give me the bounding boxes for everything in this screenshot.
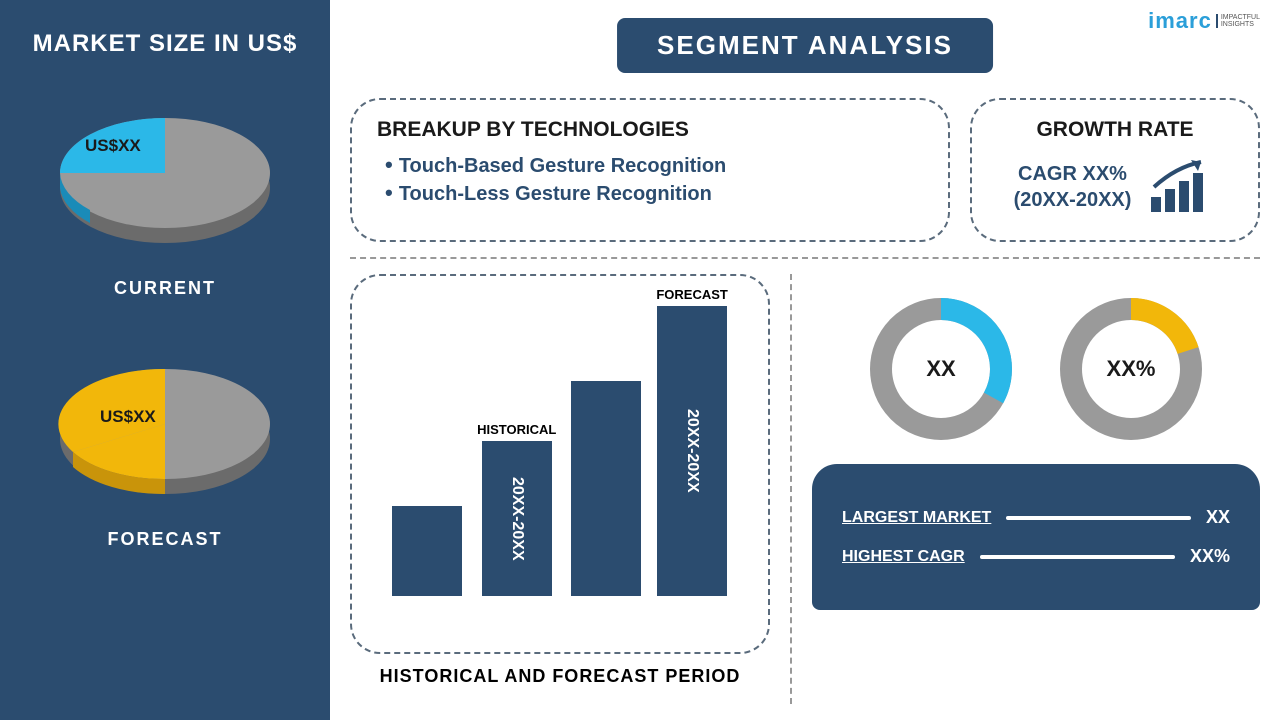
page: MARKET SIZE IN US$ US$XX CURRENT US$XX F… bbox=[0, 0, 1280, 720]
donut-center: XX bbox=[926, 356, 955, 382]
pie-forecast-label: FORECAST bbox=[108, 529, 223, 550]
logo-tag1: IMPACTFUL bbox=[1221, 14, 1260, 21]
logo: imarc IMPACTFUL INSIGHTS bbox=[1148, 8, 1260, 34]
pie-current: US$XX bbox=[35, 88, 295, 268]
breakup-heading: BREAKUP BY TECHNOLOGIES bbox=[377, 118, 923, 142]
bar bbox=[392, 506, 462, 596]
donut-center: XX% bbox=[1107, 356, 1156, 382]
cagr-l1: CAGR XX% bbox=[1014, 161, 1132, 187]
logo-brand: imarc bbox=[1148, 8, 1212, 34]
pie-forecast-svg bbox=[35, 339, 295, 519]
donut: XX bbox=[866, 294, 1016, 444]
bar-top-label: FORECAST bbox=[656, 287, 728, 302]
growth-icon bbox=[1146, 157, 1216, 217]
donuts: XX XX% bbox=[812, 294, 1260, 444]
barchart-caption: HISTORICAL AND FORECAST PERIOD bbox=[380, 666, 741, 687]
bar: 20XX-20XX bbox=[482, 441, 552, 596]
market-row-line bbox=[1006, 516, 1191, 520]
pie-forecast-value: US$XX bbox=[100, 407, 156, 427]
row2: HISTORICAL 20XX-20XX FORECAST 20XX-20XX HIS… bbox=[350, 274, 1260, 704]
breakup-item: Touch-Less Gesture Recognition bbox=[385, 180, 923, 206]
growth-heading: GROWTH RATE bbox=[1036, 118, 1193, 142]
sidebar-title: MARKET SIZE IN US$ bbox=[33, 30, 298, 58]
market-row-label: LARGEST MARKET bbox=[842, 509, 991, 527]
breakup-box: BREAKUP BY TECHNOLOGIES Touch-Based Gest… bbox=[350, 98, 950, 242]
barchart-box: HISTORICAL 20XX-20XX FORECAST 20XX-20XX bbox=[350, 274, 770, 654]
market-row: HIGHEST CAGR XX% bbox=[842, 546, 1230, 567]
bar-top-label: HISTORICAL bbox=[477, 422, 556, 437]
pie-current-label: CURRENT bbox=[114, 278, 216, 299]
breakup-list: Touch-Based Gesture Recognition Touch-Le… bbox=[377, 152, 923, 206]
market-row-line bbox=[980, 555, 1175, 559]
logo-tag2: INSIGHTS bbox=[1221, 21, 1260, 28]
market-card: LARGEST MARKET XX HIGHEST CAGR XX% bbox=[812, 464, 1260, 610]
main: imarc IMPACTFUL INSIGHTS SEGMENT ANALYSI… bbox=[330, 0, 1280, 720]
market-row: LARGEST MARKET XX bbox=[842, 507, 1230, 528]
pie-forecast: US$XX bbox=[35, 339, 295, 519]
row1: BREAKUP BY TECHNOLOGIES Touch-Based Gest… bbox=[350, 98, 1260, 242]
barchart-col: HISTORICAL 20XX-20XX FORECAST 20XX-20XX HIS… bbox=[350, 274, 770, 704]
title-pill: SEGMENT ANALYSIS bbox=[617, 18, 993, 73]
right-col: XX XX% LARGEST MARKET XX HIGHEST CAGR XX% bbox=[790, 274, 1260, 704]
market-row-value: XX bbox=[1206, 507, 1230, 528]
market-row-label: HIGHEST CAGR bbox=[842, 548, 965, 566]
pie-current-value: US$XX bbox=[85, 136, 141, 156]
pie-current-svg bbox=[35, 88, 295, 268]
bar: 20XX-20XX bbox=[657, 306, 727, 596]
cagr-l2: (20XX-20XX) bbox=[1014, 187, 1132, 213]
growth-box: GROWTH RATE CAGR XX% (20XX-20XX) bbox=[970, 98, 1260, 242]
bar bbox=[571, 381, 641, 596]
cagr-text: CAGR XX% (20XX-20XX) bbox=[1014, 161, 1132, 213]
growth-inner: CAGR XX% (20XX-20XX) bbox=[1014, 152, 1217, 222]
sidebar: MARKET SIZE IN US$ US$XX CURRENT US$XX F… bbox=[0, 0, 330, 720]
bars: HISTORICAL20XX-20XXFORECAST20XX-20XX bbox=[372, 296, 748, 596]
market-row-value: XX% bbox=[1190, 546, 1230, 567]
breakup-item: Touch-Based Gesture Recognition bbox=[385, 152, 923, 178]
divider bbox=[350, 257, 1260, 259]
logo-tagline: IMPACTFUL INSIGHTS bbox=[1216, 14, 1260, 28]
donut: XX% bbox=[1056, 294, 1206, 444]
